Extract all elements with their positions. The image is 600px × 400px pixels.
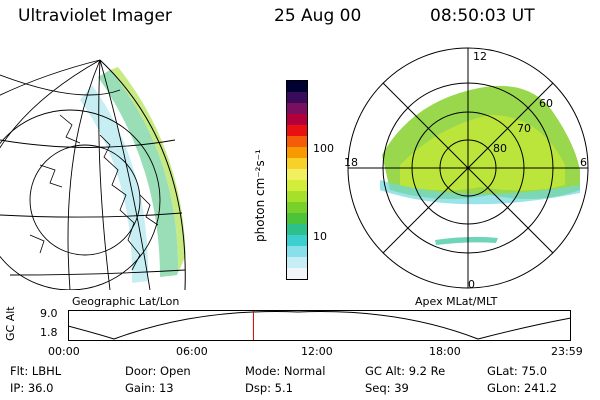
colorbar-swatch [287,246,307,257]
mlat-label-80: 80 [493,142,507,155]
coastlines [29,114,159,271]
alt-xtick-0: 00:00 [48,345,80,358]
colorbar-swatch [287,235,307,246]
colorbar-swatch [287,92,307,103]
mlt-label-18: 18 [344,156,358,169]
geographic-map [0,59,187,290]
polar-grid [347,47,589,289]
mlat-label-70: 70 [517,122,531,135]
info-glat: GLat: 75.0 [487,364,548,378]
colorbar-swatch [287,202,307,213]
mlt-label-0: 0 [468,278,475,291]
colorbar-swatch [287,169,307,180]
colorbar-swatch [287,180,307,191]
colorbar-tick-100: 100 [313,142,334,155]
alt-xtick-3: 18:00 [429,345,461,358]
alt-xtick-1: 06:00 [176,345,208,358]
info-seq: Seq: 39 [365,381,409,395]
colorbar-swatch [287,125,307,136]
colorbar [286,80,308,280]
mlat-label-60: 60 [539,97,553,110]
alt-xtick-2: 12:00 [301,345,333,358]
colorbar-swatch [287,268,307,279]
info-mode: Mode: Normal [245,364,326,378]
colorbar-swatch [287,191,307,202]
alt-ytick-max: 9.0 [40,307,58,320]
colorbar-swatch [287,103,307,114]
alt-curve [68,311,572,340]
colorbar-tick-10: 10 [313,230,327,243]
earth-limb [99,59,186,290]
app-title: Ultraviolet Imager [18,6,172,26]
colorbar-swatch [287,257,307,268]
geo-aurora [80,67,187,283]
altitude-plot [68,310,572,341]
info-dsp: Dsp: 5.1 [245,381,293,395]
alt-ylabel: GC Alt [4,306,17,341]
date-label: 25 Aug 00 [274,6,362,26]
mlt-label-6: 6 [580,156,587,169]
colorbar-swatch [287,158,307,169]
colorbar-unit-label: photon cm⁻²s⁻¹ [253,149,267,242]
geo-grid [0,59,186,290]
geo-panel-label: Geographic Lat/Lon [72,295,180,308]
colorbar-swatch [287,224,307,235]
time-label: 08:50:03 UT [430,6,535,26]
polar-panel-label: Apex MLat/MLT [415,295,498,308]
info-ip: IP: 36.0 [10,381,54,395]
info-filter: Flt: LBHL [10,364,62,378]
info-gain: Gain: 13 [125,381,174,395]
polar-plot: 12 18 6 0 60 70 80 [344,47,589,291]
alt-ytick-min: 1.8 [40,326,58,339]
info-glon: GLon: 241.2 [487,381,557,395]
colorbar-swatch [287,147,307,158]
info-gc-alt: GC Alt: 9.2 Re [365,364,446,378]
info-door: Door: Open [125,364,191,378]
mlt-label-12: 12 [473,50,487,63]
colorbar-swatch [287,114,307,125]
alt-xtick-4: 23:59 [551,345,583,358]
colorbar-swatch [287,213,307,224]
alt-plot-frame [68,310,571,341]
colorbar-swatch [287,136,307,147]
colorbar-swatch [287,81,307,92]
